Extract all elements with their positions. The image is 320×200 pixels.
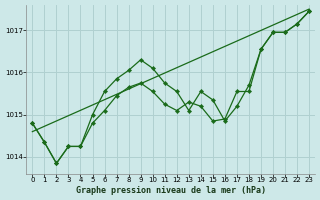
X-axis label: Graphe pression niveau de la mer (hPa): Graphe pression niveau de la mer (hPa) — [76, 186, 266, 195]
